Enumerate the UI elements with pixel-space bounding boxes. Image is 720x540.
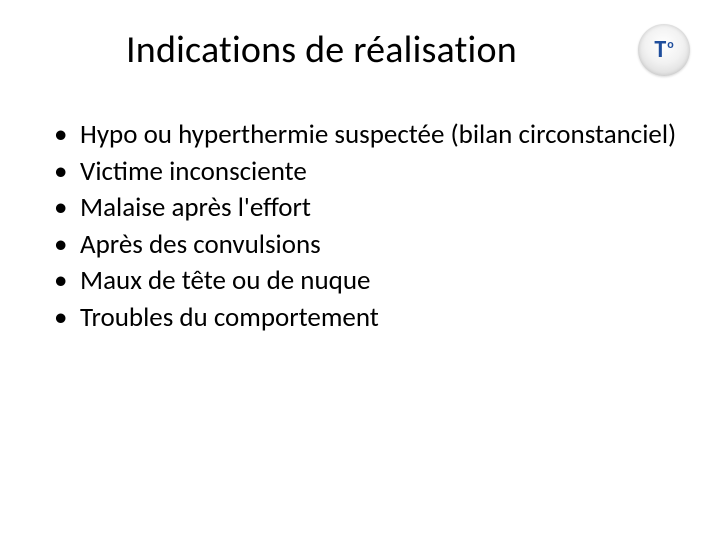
badge-degree: o	[667, 39, 673, 51]
slide: Indications de réalisation To Hypo ou hy…	[0, 0, 720, 540]
badge-text: To	[654, 38, 673, 62]
list-item: Victime inconsciente	[50, 155, 684, 190]
bullet-list: Hypo ou hyperthermie suspectée (bilan ci…	[50, 118, 684, 335]
header-row: Indications de réalisation To	[36, 18, 684, 82]
page-title: Indications de réalisation	[126, 27, 517, 73]
list-item: Malaise après l'effort	[50, 191, 684, 226]
list-item: Maux de tête ou de nuque	[50, 264, 684, 299]
content-area: Hypo ou hyperthermie suspectée (bilan ci…	[36, 118, 684, 335]
list-item: Troubles du comportement	[50, 301, 684, 336]
temperature-badge: To	[638, 24, 690, 76]
badge-letter: T	[654, 38, 666, 62]
list-item: Après des convulsions	[50, 228, 684, 263]
list-item: Hypo ou hyperthermie suspectée (bilan ci…	[50, 118, 684, 153]
